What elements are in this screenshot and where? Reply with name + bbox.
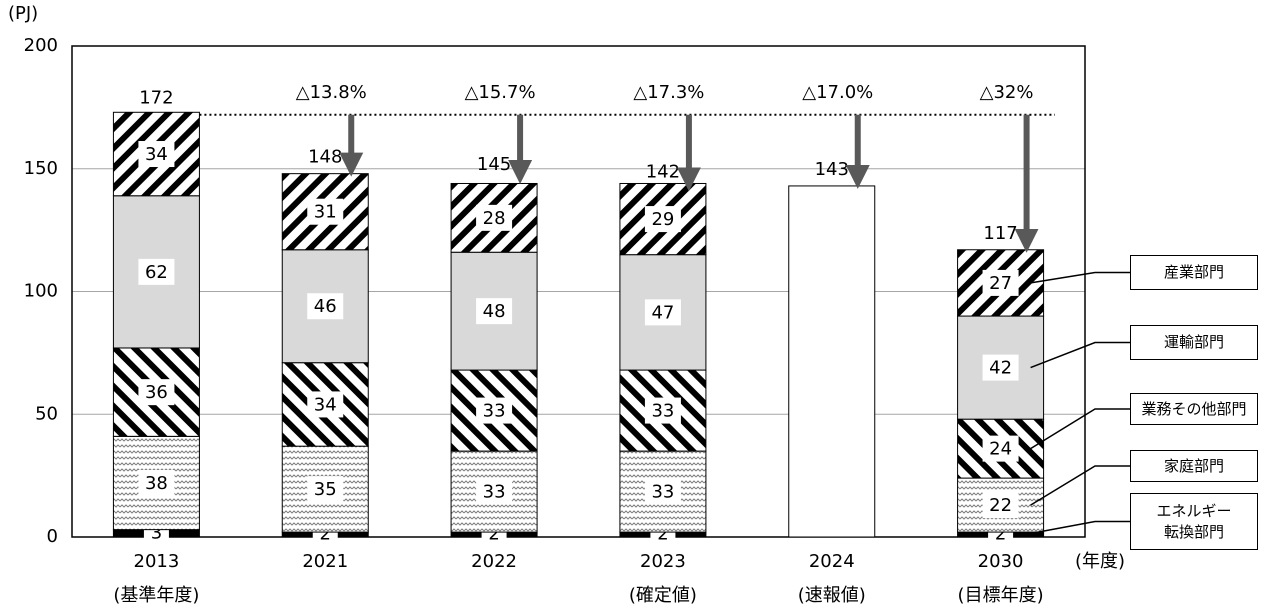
plot-frame [71,45,1086,538]
value-label: 48 [483,301,506,322]
total-label: 172 [139,88,173,109]
bar [788,185,876,538]
value-label: 42 [989,358,1012,379]
value-label: 33 [651,482,674,503]
legend-item: 業務その他部門 [1130,393,1258,425]
reduction-label: △32% [980,82,1034,103]
value-label-box [476,397,513,424]
x-tick-label: 2013 [134,551,180,572]
value-label-box [138,141,175,168]
reduction-label: △15.7% [465,82,536,103]
value-label: 2 [995,524,1006,545]
value-label: 46 [314,296,337,317]
value-label: 47 [651,302,674,323]
value-label-box [982,354,1019,381]
value-label: 62 [145,262,168,283]
value-label-box [138,258,175,285]
value-label: 36 [145,382,168,403]
legend-leader [1030,341,1130,369]
reduction-label: △17.0% [802,82,873,103]
value-label: 28 [483,208,506,229]
x-tick-note: (目標年度) [958,585,1044,606]
value-label-box [476,298,513,325]
total-label: 145 [477,154,511,175]
value-label-box [307,293,344,320]
value-label-box [307,391,344,418]
legend-item: 運輸部門 [1130,325,1258,360]
value-label: 29 [651,209,674,230]
x-tick-label: 2021 [302,551,348,572]
legend-item: 家庭部門 [1130,450,1258,482]
value-label-box [644,299,681,326]
x-tick-note: (基準年度) [113,585,199,606]
value-label: 22 [989,495,1012,516]
value-label: 27 [989,273,1012,294]
value-label: 33 [651,401,674,422]
y-tick-label: 150 [24,158,58,179]
value-label: 3 [151,522,162,543]
x-tick-note: (速報値) [798,585,866,606]
y-tick-label: 50 [35,403,58,424]
value-label: 34 [145,144,168,165]
value-label-box [476,478,513,505]
legend-leader [1030,520,1130,535]
reduction-label: △17.3% [633,82,704,103]
y-tick-label: 200 [24,35,58,56]
value-label-box [476,204,513,231]
value-label-box [307,476,344,503]
value-label-box [982,492,1019,519]
value-label: 33 [483,482,506,503]
total-label: 143 [815,159,849,180]
x-tick-label: 2023 [640,551,686,572]
value-label: 2 [320,524,331,545]
y-tick-label: 100 [24,281,58,302]
value-label: 38 [145,473,168,494]
value-label-box [644,206,681,233]
legend-leader [1030,465,1130,506]
y-axis-label: (PJ) [8,3,38,24]
legend-leader [1030,408,1130,450]
x-tick-label: 2024 [809,551,855,572]
x-tick-note: (確定値) [629,585,697,606]
x-tick-label: 2030 [978,551,1024,572]
value-label: 31 [314,202,337,223]
legend-item: エネルギー転換部門 [1130,493,1258,550]
total-label: 148 [308,147,342,168]
reduction-label: △13.8% [296,82,367,103]
legend-leader [1030,271,1130,284]
value-label-box [982,435,1019,462]
value-label: 2 [657,524,668,545]
total-label: 142 [646,161,680,182]
value-label: 33 [483,401,506,422]
y-tick-label: 0 [47,526,58,547]
value-label: 2 [488,524,499,545]
value-label-box [138,469,175,496]
value-label: 24 [989,439,1012,460]
value-label-box [644,397,681,424]
value-label: 35 [314,479,337,500]
value-label: 34 [314,394,337,415]
value-label-box [644,478,681,505]
value-label-box [307,198,344,225]
x-tick-label: 2022 [471,551,517,572]
value-label-box [138,379,175,406]
x-axis-label: (年度) [1075,551,1125,572]
legend-item: 産業部門 [1130,255,1258,290]
value-label-box [982,269,1019,296]
total-label: 117 [983,223,1017,244]
bar-segment [957,477,1045,533]
